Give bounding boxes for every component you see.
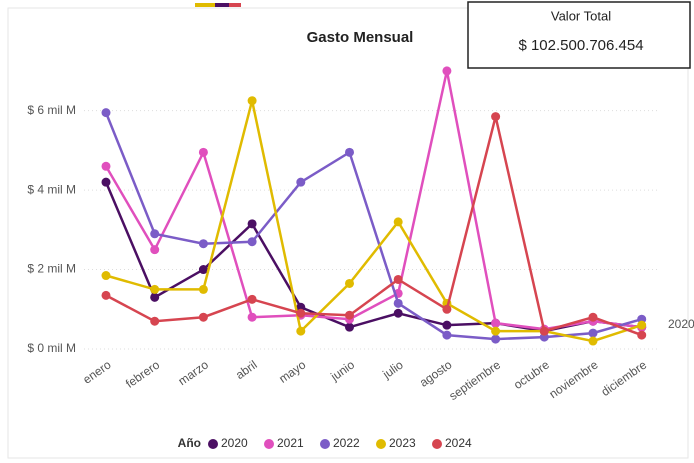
data-point: [247, 237, 257, 247]
legend-label: 2020: [221, 436, 248, 450]
legend-label: 2021: [277, 436, 304, 450]
data-point: [101, 161, 111, 171]
data-point: [393, 308, 403, 318]
data-point: [588, 328, 598, 338]
data-point: [345, 322, 354, 332]
data-point: [296, 308, 306, 318]
y-tick-label: $ 4 mil M: [27, 182, 76, 196]
y-tick-label: $ 2 mil M: [27, 262, 76, 276]
data-point: [491, 334, 501, 344]
data-point: [345, 310, 354, 320]
data-point: [491, 318, 501, 328]
decoration: [195, 3, 215, 7]
data-point: [150, 245, 160, 255]
data-point: [442, 330, 452, 340]
data-point: [150, 284, 160, 294]
data-point: [247, 219, 257, 229]
legend-marker: [208, 439, 218, 449]
legend-marker: [432, 439, 442, 449]
data-point: [198, 239, 208, 249]
data-point: [442, 320, 452, 330]
data-point: [101, 290, 111, 300]
series-line: [104, 112, 643, 341]
series-label: 2020: [668, 317, 694, 331]
data-point: [150, 229, 160, 239]
decoration: [215, 3, 229, 7]
data-point: [345, 147, 354, 157]
data-point: [247, 312, 257, 322]
data-point: [101, 108, 111, 118]
data-point: [393, 298, 403, 308]
data-point: [539, 326, 549, 336]
data-point: [296, 326, 306, 336]
chart-title: Gasto Mensual: [307, 29, 414, 46]
data-point: [150, 292, 160, 302]
y-tick-label: $ 0 mil M: [27, 341, 76, 355]
data-point: [247, 294, 257, 304]
series-line: [105, 100, 643, 343]
legend-label: 2023: [389, 436, 416, 450]
card-title: Valor Total: [551, 8, 611, 23]
legend-marker: [376, 439, 386, 449]
data-point: [637, 330, 647, 340]
chart-panel: [7, 7, 689, 459]
series-line: [105, 116, 643, 337]
data-point: [637, 320, 647, 330]
data-point: [393, 217, 403, 227]
data-point: [150, 316, 160, 326]
data-point: [198, 147, 208, 157]
data-point: [198, 284, 208, 294]
data-point: [198, 312, 208, 322]
data-point: [296, 177, 306, 187]
data-point: [247, 96, 257, 106]
card: [467, 1, 691, 69]
legend-marker: [320, 439, 330, 449]
data-point: [491, 112, 501, 122]
legend-label: 2022: [333, 436, 360, 450]
data-point: [442, 304, 452, 314]
decoration: [229, 3, 241, 7]
legend-title: Año: [178, 436, 201, 450]
data-point: [588, 336, 598, 346]
legend-marker: [264, 439, 274, 449]
card-value: $ 102.500.706.454: [518, 37, 643, 54]
data-point: [588, 312, 598, 322]
data-point: [442, 66, 452, 76]
y-tick-label: $ 6 mil M: [27, 103, 76, 117]
data-point: [198, 265, 208, 275]
data-point: [491, 326, 501, 336]
legend-label: 2024: [445, 436, 472, 450]
data-point: [393, 274, 403, 284]
data-point: [101, 177, 111, 187]
data-point: [101, 271, 111, 281]
data-point: [345, 278, 354, 288]
